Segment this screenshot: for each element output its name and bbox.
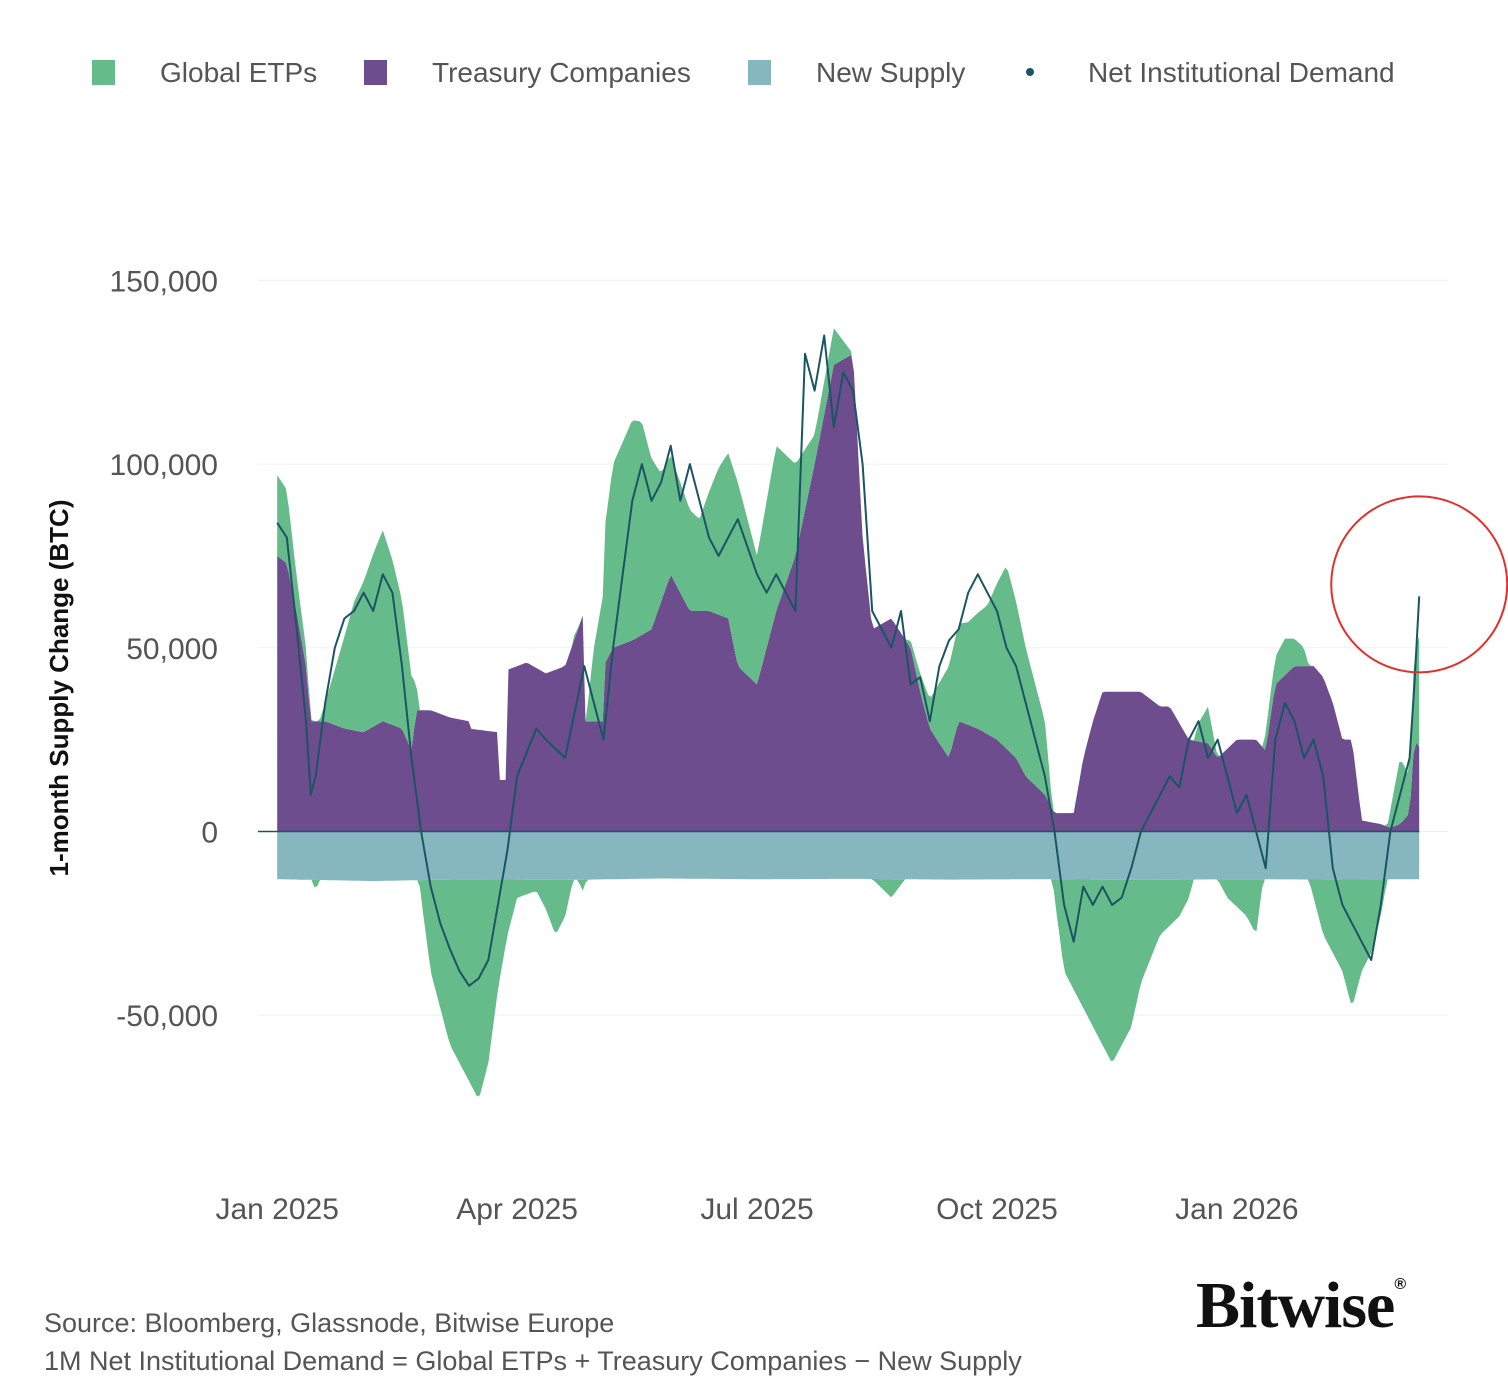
legend: Global ETPs Treasury Companies New Supply N… bbox=[92, 57, 1395, 88]
stacked-areas bbox=[258, 328, 1420, 1097]
highlight-circle bbox=[1330, 495, 1508, 674]
area-global-etps-negative bbox=[277, 878, 1420, 1097]
area-treasury-companies bbox=[277, 355, 1420, 832]
x-tick-label: Apr 2025 bbox=[456, 1193, 578, 1226]
y-tick-label: 150,000 bbox=[110, 265, 218, 298]
y-tick-label: 0 bbox=[201, 816, 218, 849]
x-axis-ticks: Jan 2025 Apr 2025 Jul 2025 Oct 2025 Jan 2026 bbox=[215, 1193, 1298, 1226]
legend-label-net-institutional-demand: Net Institutional Demand bbox=[1088, 57, 1395, 88]
y-axis-ticks: -50,000 0 50,000 100,000 150,000 bbox=[110, 265, 218, 1033]
legend-label-treasury-companies: Treasury Companies bbox=[432, 57, 691, 88]
legend-label-global-etps: Global ETPs bbox=[160, 57, 317, 88]
legend-marker-new-supply bbox=[748, 60, 771, 85]
y-tick-label: 50,000 bbox=[126, 633, 218, 666]
x-tick-label: Jul 2025 bbox=[700, 1193, 813, 1226]
bitwise-logo: Bitwise® bbox=[1196, 1268, 1406, 1344]
x-tick-label: Jan 2025 bbox=[215, 1193, 338, 1226]
y-axis-title: 1-month Supply Change (BTC) bbox=[44, 500, 74, 877]
net-demand-layer bbox=[276, 334, 1421, 987]
registered-mark: ® bbox=[1394, 1276, 1406, 1293]
y-tick-label: 100,000 bbox=[110, 449, 218, 482]
legend-marker-net-institutional-demand bbox=[1026, 68, 1034, 76]
source-note: Source: Bloomberg, Glassnode, Bitwise Eu… bbox=[44, 1308, 615, 1338]
formula-note: 1M Net Institutional Demand = Global ETP… bbox=[44, 1346, 1022, 1376]
legend-marker-global-etps bbox=[92, 60, 115, 85]
chart: Global ETPs Treasury Companies New Supply N… bbox=[44, 57, 1508, 1226]
legend-label-new-supply: New Supply bbox=[816, 57, 965, 88]
x-tick-label: Oct 2025 bbox=[936, 1193, 1058, 1226]
y-tick-label: -50,000 bbox=[116, 1000, 218, 1033]
legend-marker-treasury-companies bbox=[364, 60, 387, 85]
x-tick-label: Jan 2026 bbox=[1175, 1193, 1298, 1226]
area-new-supply bbox=[277, 831, 1420, 881]
highlight-layer bbox=[1330, 495, 1508, 674]
brand-name: Bitwise bbox=[1196, 1269, 1395, 1342]
line-net-institutional-demand bbox=[276, 334, 1421, 987]
